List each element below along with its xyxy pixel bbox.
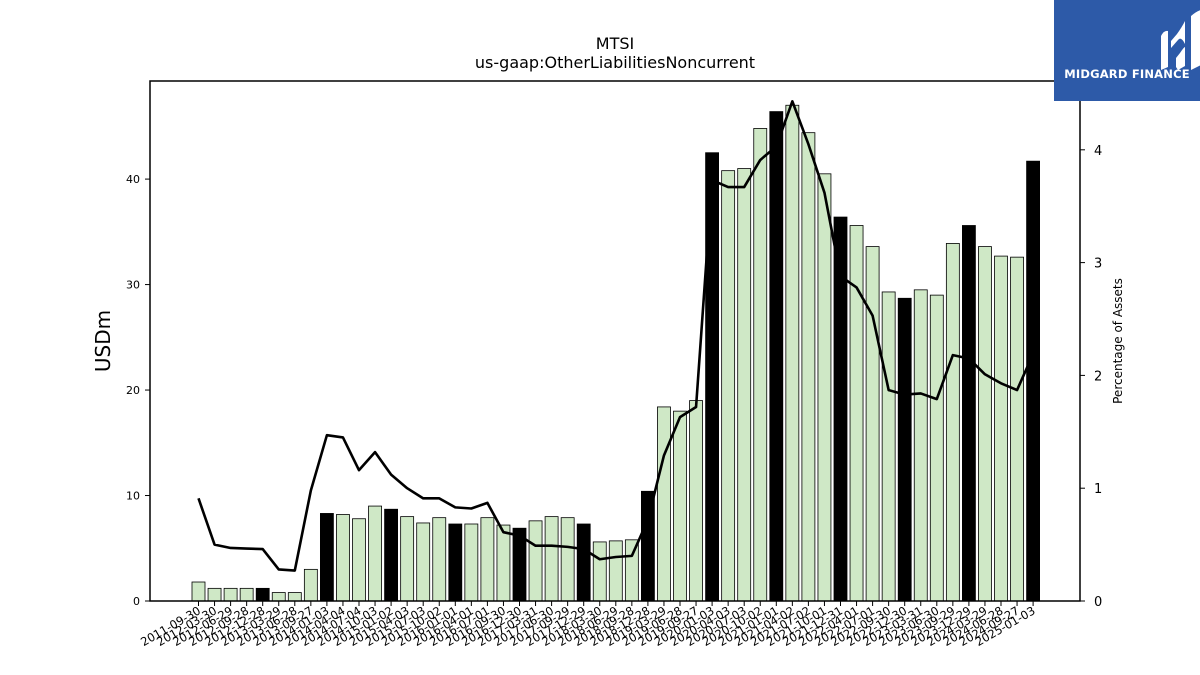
- bar: [336, 514, 350, 602]
- bar: [207, 587, 222, 602]
- bar: [608, 540, 623, 602]
- chart-title: MTSI: [596, 34, 634, 53]
- bar: [352, 518, 366, 602]
- bar: [689, 400, 703, 602]
- y-tick-label: 0: [133, 595, 140, 608]
- bar: [368, 505, 382, 602]
- bar: [962, 225, 976, 602]
- y-tick-label: 30: [126, 279, 140, 292]
- y-axis-label: USDm: [91, 310, 115, 372]
- bar: [865, 246, 880, 602]
- logo-text: MIDGARD FINANCE: [1064, 67, 1190, 81]
- bar: [271, 592, 286, 602]
- bar: [448, 523, 463, 602]
- bar: [641, 490, 655, 602]
- y2-tick-label: 1: [1094, 482, 1102, 497]
- brand-logo: MIDGARD FINANCE: [1054, 0, 1200, 101]
- bar: [769, 111, 784, 602]
- plot-frame: [149, 80, 1081, 602]
- bar-series: [191, 104, 1040, 602]
- bar: [544, 516, 559, 602]
- bar: [721, 170, 736, 602]
- bar: [929, 294, 944, 602]
- bar: [1010, 256, 1024, 602]
- chart-subtitle: us-gaap:OtherLiabilitiesNoncurrent: [475, 53, 755, 72]
- bar: [592, 541, 607, 602]
- bar: [978, 246, 992, 602]
- bar: [432, 517, 447, 602]
- y-tick-label: 40: [126, 173, 140, 186]
- bar: [191, 581, 206, 602]
- bar: [560, 517, 575, 602]
- bar: [753, 128, 768, 602]
- y2-tick-label: 3: [1094, 257, 1102, 272]
- bar: [239, 587, 254, 602]
- bar: [624, 539, 639, 602]
- y-axis-ticks: 0 10 20 30 40: [126, 173, 150, 608]
- bar: [817, 173, 832, 602]
- bar: [400, 516, 415, 602]
- y-tick-label: 20: [126, 384, 140, 397]
- x-axis-ticks: 2011-09-302012-03-302012-06-292012-09-28…: [138, 601, 1038, 649]
- bar: [994, 255, 1008, 602]
- bar: [528, 520, 543, 602]
- y2-axis-ticks: 0 1 2 3 4: [1080, 144, 1102, 610]
- bar: [945, 243, 960, 602]
- midgard-logo-icon: [1161, 10, 1200, 70]
- bar: [480, 517, 495, 602]
- y2-tick-label: 4: [1094, 144, 1102, 159]
- bar: [881, 291, 896, 602]
- bar: [384, 508, 399, 602]
- percentage-line: [197, 100, 1035, 572]
- bar: [416, 522, 431, 602]
- bar: [897, 297, 912, 602]
- bar: [255, 587, 270, 602]
- bar: [319, 513, 334, 602]
- bar: [496, 524, 511, 602]
- bar: [223, 587, 238, 602]
- bar: [785, 104, 800, 602]
- bar: [464, 523, 479, 602]
- bar: [657, 406, 671, 602]
- y-tick-label: 10: [126, 490, 140, 503]
- bar: [849, 225, 864, 602]
- bar: [303, 568, 318, 602]
- bar: [801, 132, 816, 602]
- y2-tick-label: 0: [1094, 595, 1102, 610]
- y2-axis-label: Percentage of Assets: [1111, 278, 1125, 404]
- bar: [705, 152, 719, 602]
- bar: [287, 592, 302, 602]
- y2-tick-label: 2: [1094, 369, 1102, 384]
- bar: [1026, 160, 1040, 602]
- bar: [913, 289, 928, 602]
- bar: [576, 523, 591, 602]
- bar: [737, 168, 752, 602]
- bar: [673, 410, 687, 602]
